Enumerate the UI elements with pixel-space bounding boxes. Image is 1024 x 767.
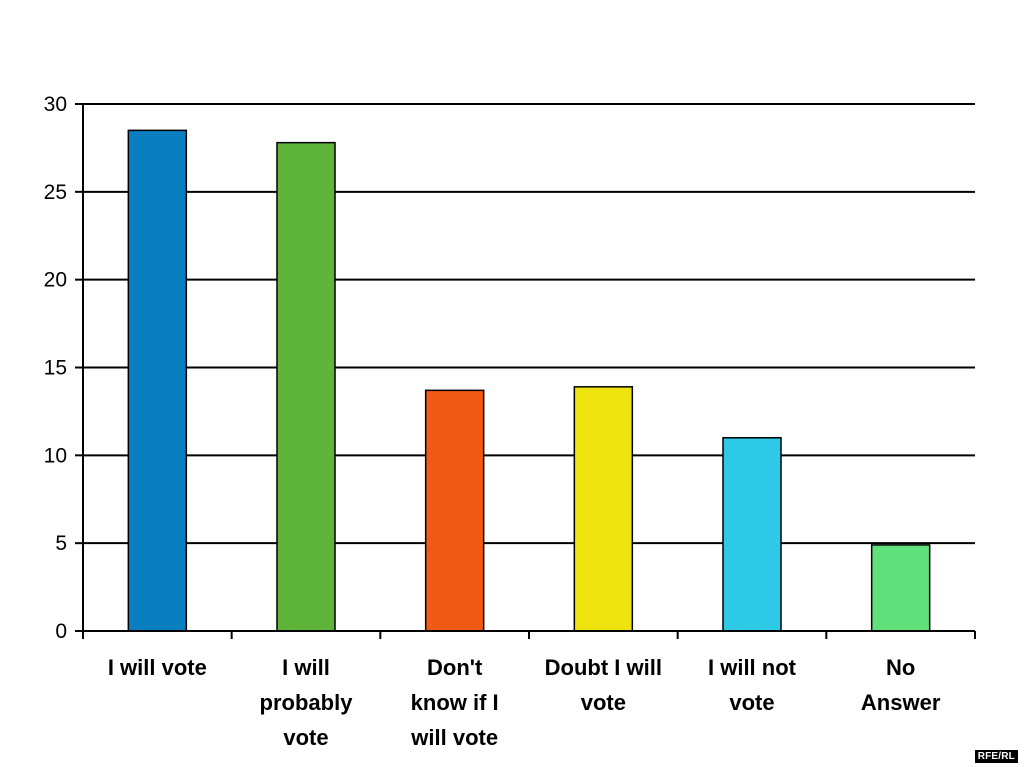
bar bbox=[127, 129, 188, 632]
y-tick-label: 5 bbox=[55, 532, 67, 555]
bars bbox=[127, 129, 931, 632]
axes bbox=[75, 103, 976, 639]
y-tick-label: 0 bbox=[55, 620, 67, 643]
bar bbox=[276, 141, 336, 632]
x-category-label: I will not vote bbox=[708, 655, 797, 715]
x-category-label: I will vote bbox=[108, 655, 207, 680]
y-tick-label: 15 bbox=[44, 357, 67, 380]
bar bbox=[870, 544, 931, 632]
gridlines bbox=[83, 103, 975, 545]
y-tick-label: 30 bbox=[44, 93, 67, 116]
x-category-label: No Answer bbox=[861, 655, 941, 715]
bar bbox=[424, 389, 485, 632]
bar bbox=[722, 437, 782, 632]
x-category-label: Doubt I will vote bbox=[545, 655, 662, 715]
y-tick-label: 10 bbox=[44, 444, 67, 467]
y-tick-labels: 0 5 10 15 20 25 30 bbox=[44, 93, 67, 643]
y-tick-label: 20 bbox=[44, 269, 67, 292]
x-category-label: I will probably vote bbox=[260, 655, 354, 750]
x-category-labels: I will vote I will probably vote Don't know i… bbox=[108, 655, 941, 750]
credit-badge: RFE/RL bbox=[974, 750, 1018, 763]
bar bbox=[573, 386, 634, 632]
y-tick-label: 25 bbox=[44, 181, 67, 204]
